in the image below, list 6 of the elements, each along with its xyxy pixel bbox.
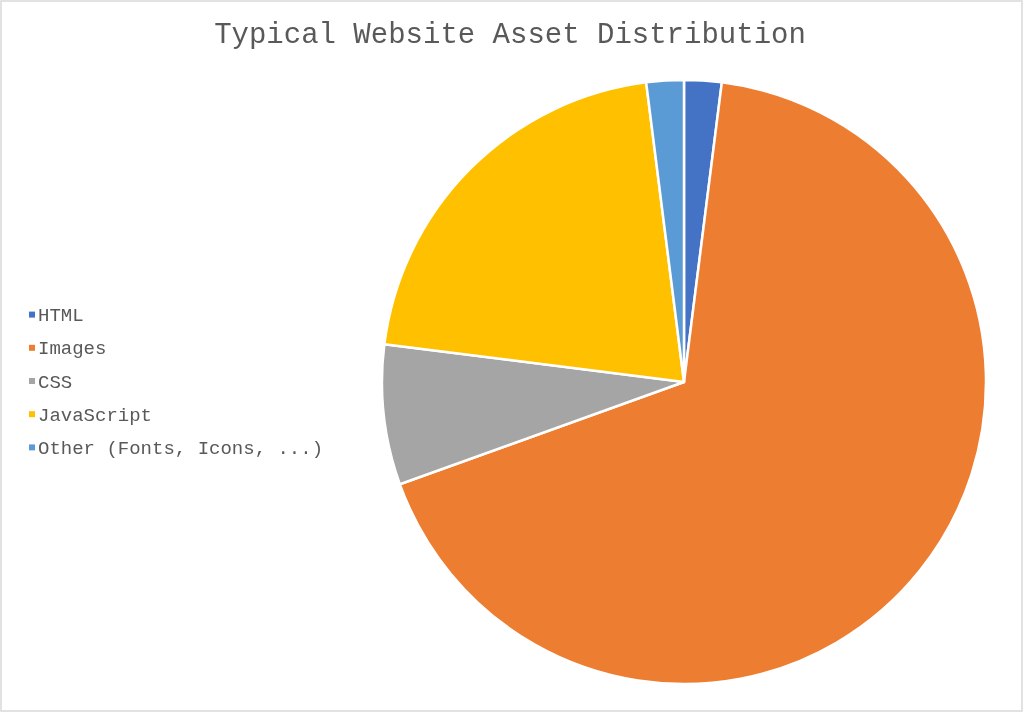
legend-label: HTML [38, 305, 84, 328]
legend-label: JavaScript [38, 404, 153, 427]
legend-label: Other (Fonts, Icons, ...) [38, 438, 324, 461]
legend-label: Images [38, 338, 107, 361]
legend-label: CSS [38, 371, 73, 394]
chart-title: Typical Website Asset Distribution [214, 19, 806, 52]
